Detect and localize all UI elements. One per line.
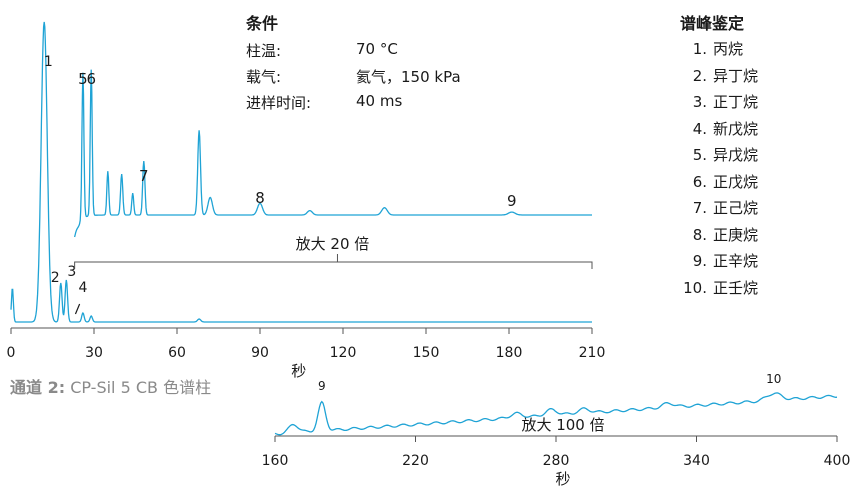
peak-pointer — [74, 303, 81, 315]
peak-id-item: 2. 异丁烷 — [677, 65, 797, 86]
series-line-magnified — [73, 69, 592, 238]
peak-label: 3 — [67, 264, 76, 280]
condition-label-temp: 柱温: — [246, 42, 282, 60]
x-tick-label: 180 — [496, 345, 523, 361]
peak-label: 5 — [78, 70, 88, 88]
peak-label: 4 — [78, 280, 87, 296]
peak-id-number: 7. — [692, 199, 707, 217]
peak-id-number: 5. — [692, 146, 707, 164]
peak-id-number: 1. — [692, 40, 707, 58]
peak-label: 6 — [86, 70, 96, 88]
x-tick-label: 120 — [330, 345, 357, 361]
peak-id-item: 1. 丙烷 — [677, 38, 797, 59]
peak-id-item: 6. 正戊烷 — [677, 171, 797, 192]
peak-id-name: 正丁烷 — [713, 93, 759, 111]
x-tick-label: 0 — [7, 345, 16, 361]
condition-label-gas: 载气: — [246, 68, 282, 86]
x-tick-label: 150 — [413, 345, 440, 361]
peak-id-name: 正己烷 — [713, 199, 759, 217]
peak-id-item: 3. 正丁烷 — [677, 91, 797, 112]
x-axis-label: 秒 — [291, 362, 306, 380]
peak-label: 8 — [255, 189, 265, 207]
peak-label: 2 — [51, 270, 60, 286]
peak-id-number: 9. — [692, 252, 707, 270]
peak-id-number: 3. — [692, 93, 707, 111]
peak-id-number: 6. — [692, 172, 707, 191]
channel-prefix: 通道 2: — [10, 378, 66, 397]
peak-label: 7 — [139, 167, 149, 185]
condition-value-gas: 氦气，150 kPa — [356, 68, 461, 86]
x-tick-label: 210 — [579, 345, 606, 361]
magnification-label: 放大 100 倍 — [521, 416, 604, 434]
peak-id-item: 5. 异戊烷 — [677, 144, 797, 165]
x-tick-label: 400 — [824, 453, 851, 469]
channel-column: CP-Sil 5 CB 色谱柱 — [70, 378, 212, 397]
series-line-full — [10, 21, 592, 323]
peak-label: 10 — [766, 372, 781, 386]
peak-label: 9 — [318, 379, 326, 393]
x-tick-label: 220 — [402, 453, 429, 469]
condition-value-injection: 40 ms — [356, 92, 403, 110]
peak-id-item: 4. 新戊烷 — [677, 118, 797, 139]
peak-id-name: 异丁烷 — [713, 66, 759, 85]
peak-label: 1 — [44, 54, 53, 70]
peak-id-number: 8. — [692, 225, 707, 244]
peak-id-name: 正戊烷 — [713, 172, 759, 191]
peak-id-name: 正壬烷 — [713, 278, 759, 297]
x-tick-label: 60 — [168, 345, 186, 361]
channel-label: 通道 2: CP-Sil 5 CB 色谱柱 — [10, 374, 211, 398]
x-tick-label: 30 — [85, 345, 103, 361]
peak-id-name: 新戊烷 — [713, 119, 759, 138]
peak-id-item: 8. 正庚烷 — [677, 224, 797, 245]
magnification-label: 放大 20 倍 — [296, 235, 370, 253]
peak-id-name: 正庚烷 — [713, 225, 759, 244]
magnification-bracket — [74, 261, 593, 269]
peak-id-name: 异戊烷 — [713, 146, 759, 164]
peak-id-item: 7. 正己烷 — [677, 197, 797, 218]
peak-id-number: 10. — [683, 278, 707, 297]
peak-id-item: 10. 正壬烷 — [677, 277, 797, 298]
x-tick-label: 90 — [251, 345, 269, 361]
x-axis-label: 秒 — [556, 470, 571, 488]
peak-label: 9 — [507, 192, 517, 210]
peak-id-item: 9. 正辛烷 — [677, 250, 797, 271]
peak-id-number: 4. — [692, 119, 707, 138]
condition-label-injection: 进样时间: — [246, 94, 312, 112]
conditions-title: 条件 — [246, 14, 279, 33]
peak-id-name: 丙烷 — [713, 40, 744, 58]
x-tick-label: 340 — [683, 453, 710, 469]
x-tick-label: 280 — [543, 453, 570, 469]
series-line-x100 — [274, 392, 838, 436]
peak-id-number: 2. — [692, 66, 707, 85]
x-tick-label: 160 — [262, 453, 289, 469]
peak-id-title: 谱峰鉴定 — [680, 14, 745, 33]
peak-id-name: 正辛烷 — [713, 252, 759, 270]
condition-value-temp: 70 °C — [356, 40, 398, 58]
